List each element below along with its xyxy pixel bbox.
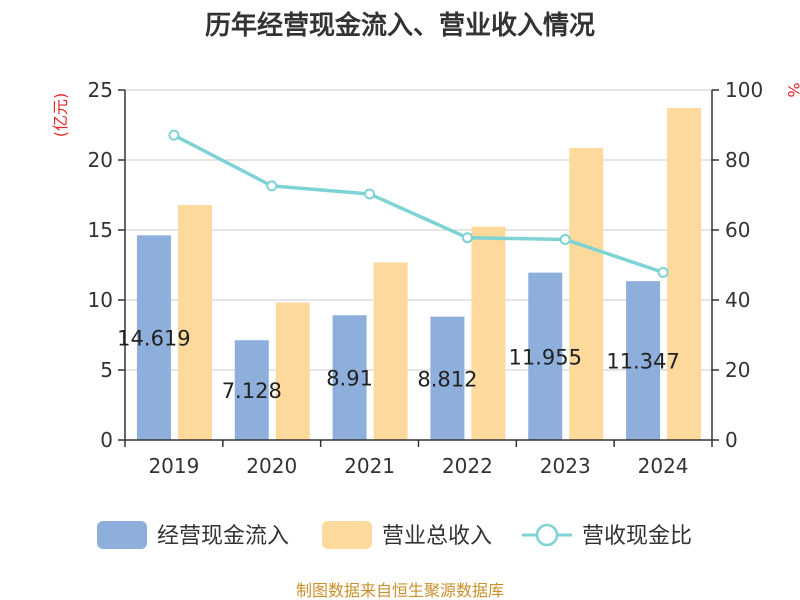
left-tick-label-5: 25 xyxy=(88,78,113,102)
bar-revenue-2023 xyxy=(569,147,604,440)
x-tick-label-2024: 2024 xyxy=(638,454,689,478)
bar-revenue-2024 xyxy=(667,108,702,440)
left-axis-unit: (亿元) xyxy=(51,93,70,138)
bar-group xyxy=(136,108,702,440)
left-tick-label-1: 5 xyxy=(100,358,113,382)
right-axis-unit: % xyxy=(784,82,800,97)
ratio-point-2023 xyxy=(559,233,571,245)
left-tick-label-4: 20 xyxy=(88,148,113,172)
right-tick-label-2: 40 xyxy=(725,288,750,312)
x-tick-label-2019: 2019 xyxy=(148,454,199,478)
data-label-cash-flow-2023: 11.955 xyxy=(509,345,582,369)
bar-cash-flow-2022 xyxy=(430,316,465,440)
ratio-point-2021 xyxy=(364,188,376,200)
data-label-cash-flow-2019: 14.619 xyxy=(117,327,190,351)
x-tick-label-2023: 2023 xyxy=(540,454,591,478)
ratio-point-2022 xyxy=(461,232,473,244)
bar-revenue-2019 xyxy=(177,205,212,440)
legend-swatch-revenue xyxy=(322,521,372,549)
bar-cash-flow-2023 xyxy=(528,272,563,440)
left-tick-label-0: 0 xyxy=(100,428,113,452)
right-tick-label-4: 80 xyxy=(725,148,750,172)
data-label-cash-flow-2020: 7.128 xyxy=(222,379,282,403)
legend-label-ratio: 营收现金比 xyxy=(582,524,692,549)
chart-title: 历年经营现金流入、营业收入情况 xyxy=(205,10,595,41)
data-label-cash-flow-2021: 8.91 xyxy=(326,367,373,391)
bar-revenue-2021 xyxy=(373,262,408,440)
ratio-line-group xyxy=(168,129,669,278)
data-label-cash-flow-2022: 8.812 xyxy=(417,367,477,391)
legend-swatch-cash-flow xyxy=(97,521,147,549)
x-tick-label-2022: 2022 xyxy=(442,454,493,478)
ratio-point-2020 xyxy=(266,180,278,192)
axes: 0 5 10 15 20 25 0 20 40 60 80 100 2019 2020 2021 2022 20… xyxy=(88,78,764,478)
bar-cash-flow-2019 xyxy=(136,235,171,440)
right-tick-label-0: 0 xyxy=(725,428,738,452)
legend-swatch-ratio-marker xyxy=(535,523,559,547)
left-tick-label-3: 15 xyxy=(88,218,113,242)
x-tick-label-2020: 2020 xyxy=(246,454,297,478)
legend-label-cash-flow: 经营现金流入 xyxy=(157,524,289,549)
source-note: 制图数据来自恒生聚源数据库 xyxy=(296,581,504,600)
legend-label-revenue: 营业总收入 xyxy=(382,524,492,549)
ratio-point-2019 xyxy=(168,129,180,141)
bar-revenue-2022 xyxy=(471,226,506,440)
left-tick-label-2: 10 xyxy=(88,288,113,312)
bar-cash-flow-2021 xyxy=(332,315,367,440)
bar-cash-flow-2020 xyxy=(234,340,269,440)
right-tick-label-5: 100 xyxy=(725,78,763,102)
ratio-line xyxy=(173,133,664,275)
bar-revenue-2020 xyxy=(275,302,310,440)
data-label-cash-flow-2024: 11.347 xyxy=(606,350,679,374)
legend: 经营现金流入 营业总收入 营收现金比 xyxy=(97,521,692,549)
ratio-point-2024 xyxy=(657,266,669,278)
data-labels: 14.619 7.128 8.91 8.812 11.955 11.347 xyxy=(117,327,680,403)
right-tick-label-3: 60 xyxy=(725,218,750,242)
x-tick-label-2021: 2021 xyxy=(344,454,395,478)
bar-cash-flow-2024 xyxy=(626,281,661,440)
grid-lines xyxy=(125,89,712,371)
right-tick-label-1: 20 xyxy=(725,358,750,382)
